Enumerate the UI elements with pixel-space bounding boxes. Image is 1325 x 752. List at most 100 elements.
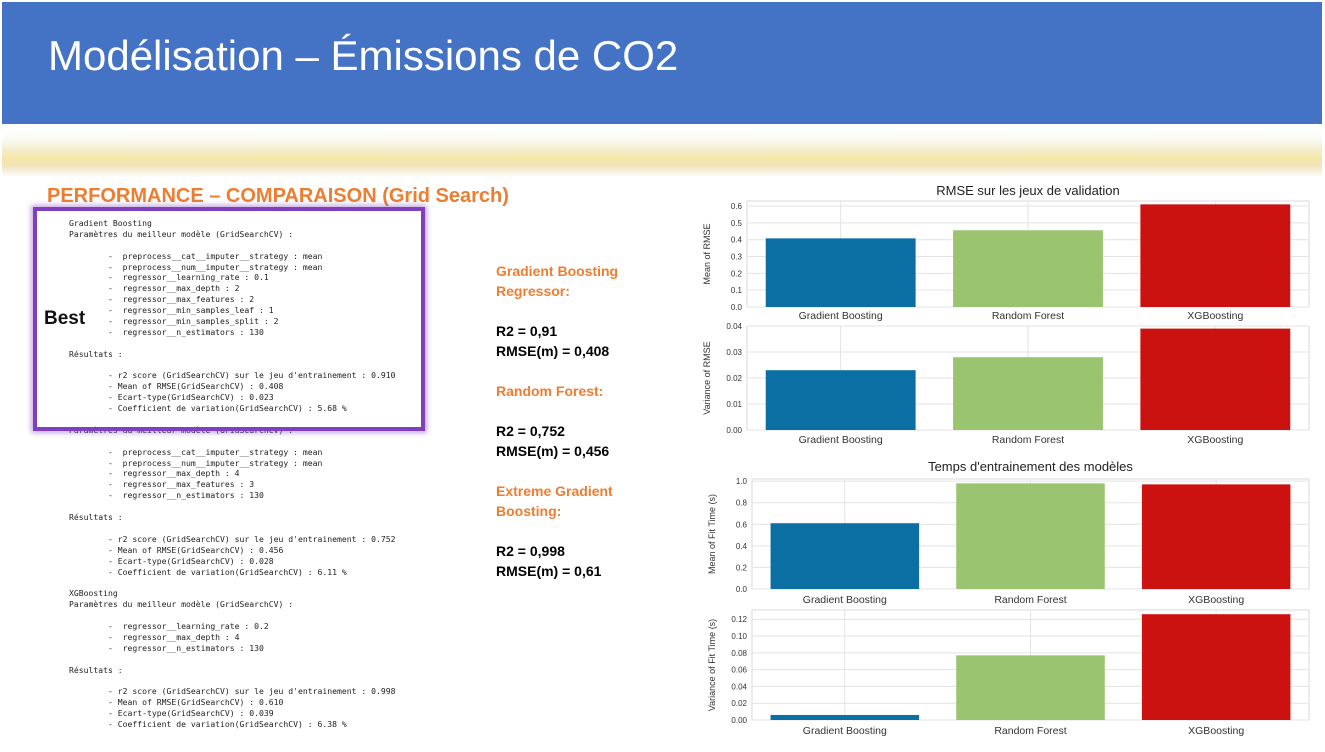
code-line: Paramètres du meilleur modèle (GridSearc… <box>69 228 294 239</box>
x-tick-label: XGBoosting <box>1187 310 1243 322</box>
section-title: PERFORMANCE – COMPARAISON (Grid Search) <box>47 185 509 207</box>
bar <box>1140 204 1291 307</box>
y-tick-label: 0.6 <box>736 520 748 529</box>
code-line <box>69 501 469 512</box>
y-tick-label: 0.8 <box>736 499 748 508</box>
y-tick-label: 0.08 <box>731 649 747 658</box>
y-tick-label: 1.0 <box>736 477 748 486</box>
x-tick-label: Gradient Boosting <box>799 310 883 322</box>
x-tick-label: Random Forest <box>992 434 1064 446</box>
code-line: - Ecart-type(GridSearchCV) : 0.023 <box>69 392 274 403</box>
xgb-rmse: RMSE(m) = 0,61 <box>496 563 602 579</box>
code-line: - regressor__max_features : 3 <box>69 479 255 490</box>
y-tick-label: 0.2 <box>731 269 743 278</box>
bar <box>765 238 916 307</box>
bar <box>953 230 1103 307</box>
code-line: - Ecart-type(GridSearchCV) : 0.039 <box>69 708 274 719</box>
y-tick-label: 0.3 <box>731 253 743 262</box>
x-tick-label: Gradient Boosting <box>803 594 887 606</box>
y-tick-label: 0.00 <box>726 426 742 435</box>
bar <box>956 655 1105 720</box>
code-line: - Ecart-type(GridSearchCV) : 0.028 <box>69 555 274 566</box>
gb-r2: R2 = 0,91 <box>496 323 558 339</box>
bar <box>765 370 916 430</box>
y-tick-label: 0.0 <box>736 585 748 594</box>
code-line <box>69 523 469 534</box>
chart-title: RMSE sur les jeux de validation <box>936 183 1120 198</box>
code-line: - Mean of RMSE(GridSearchCV) : 0.610 <box>69 697 284 708</box>
y-tick-label: 0.6 <box>731 202 743 211</box>
y-tick-label: 0.5 <box>731 219 743 228</box>
y-tick-label: 0.04 <box>731 682 747 691</box>
y-tick-label: 0.4 <box>731 236 743 245</box>
code-line: - regressor__n_estimators : 130 <box>69 326 264 337</box>
code-line: - regressor__max_depth : 4 <box>69 631 240 642</box>
code-line: - regressor__max_depth : 4 <box>69 468 240 479</box>
x-tick-label: XGBoosting <box>1188 725 1244 737</box>
x-tick-label: Gradient Boosting <box>799 434 883 446</box>
bar <box>770 714 920 720</box>
code-line: - Coefficient de variation(GridSearchCV)… <box>69 718 347 729</box>
rf-rmse: RMSE(m) = 0,456 <box>496 443 610 459</box>
y-tick-label: 0.04 <box>726 322 742 331</box>
code-line <box>69 577 469 588</box>
slide-title: Modélisation – Émissions de CO2 <box>48 32 679 79</box>
y-axis-label: Mean of RMSE <box>702 223 712 284</box>
bar <box>1141 484 1291 589</box>
gb-rmse: RMSE(m) = 0,408 <box>496 343 610 359</box>
y-tick-label: 0.10 <box>731 632 747 641</box>
y-axis-label: Variance of Fit Time (s) <box>707 619 717 711</box>
xgb-r2: R2 = 0,998 <box>496 543 565 559</box>
rf-r2: R2 = 0,752 <box>496 423 565 439</box>
code-line: - regressor__min_samples_leaf : 1 <box>69 305 274 316</box>
code-line <box>69 654 469 665</box>
y-tick-label: 0.03 <box>726 348 742 357</box>
x-tick-label: Random Forest <box>994 594 1066 606</box>
code-line: Résultats : <box>69 512 123 523</box>
y-axis-label: Mean of Fit Time (s) <box>707 494 717 574</box>
code-line: - Coefficient de variation(GridSearchCV)… <box>69 403 347 414</box>
x-tick-label: Random Forest <box>994 725 1066 737</box>
slide-title-bar: Modélisation – Émissions de CO2 <box>2 2 1322 124</box>
code-line: - r2 score (GridSearchCV) sur le jeu d'e… <box>69 370 396 381</box>
chart-title: Temps d'entrainement des modèles <box>928 459 1133 474</box>
xgb-heading: Extreme Gradient Boosting: <box>496 483 613 519</box>
y-tick-label: 0.2 <box>736 563 748 572</box>
code-line: - regressor__max_features : 2 <box>69 294 255 305</box>
code-line: - regressor__max_depth : 2 <box>69 283 240 294</box>
code-line <box>69 610 469 621</box>
code-line: - preprocess__cat__imputer__strategy : m… <box>69 446 323 457</box>
code-line: - preprocess__num__imputer__strategy : m… <box>69 457 323 468</box>
model-comparison-charts: 0.0 0.1 0.2 0.3 0.4 0.5 0.6 Gradient Boosting Ra… <box>702 183 1310 737</box>
bar <box>956 483 1105 589</box>
y-tick-label: 0.01 <box>726 400 742 409</box>
y-tick-label: 0.06 <box>731 666 747 675</box>
bar <box>1141 614 1291 720</box>
y-tick-label: 0.00 <box>731 716 747 725</box>
y-tick-label: 0.1 <box>731 286 743 295</box>
x-tick-label: Gradient Boosting <box>803 725 887 737</box>
code-line: - r2 score (GridSearchCV) sur le jeu d'e… <box>69 686 396 697</box>
code-line: Résultats : <box>69 664 123 675</box>
decorative-gradient-band <box>2 128 1322 176</box>
y-tick-label: 0.12 <box>731 615 747 624</box>
gb-heading: Gradient Boosting Regressor: <box>496 263 619 299</box>
y-tick-label: 0.02 <box>731 699 747 708</box>
code-line <box>69 436 469 447</box>
code-line: - regressor__learning_rate : 0.1 <box>69 272 269 283</box>
best-model-highlight <box>33 207 425 431</box>
bar <box>1140 328 1291 430</box>
x-tick-label: Random Forest <box>992 310 1064 322</box>
code-line: Paramètres du meilleur modèle (GridSearc… <box>69 599 294 610</box>
code-line: - r2 score (GridSearchCV) sur le jeu d'e… <box>69 533 396 544</box>
code-line: - regressor__n_estimators : 130 <box>69 490 264 501</box>
code-line: Résultats : <box>69 348 123 359</box>
code-line: - Coefficient de variation(GridSearchCV)… <box>69 566 347 577</box>
code-line: - Mean of RMSE(GridSearchCV) : 0.408 <box>69 381 284 392</box>
code-line: - preprocess__cat__imputer__strategy : m… <box>69 250 323 261</box>
rf-heading: Random Forest: <box>496 383 604 399</box>
code-line: Gradient Boosting <box>69 218 152 228</box>
code-line: - Mean of RMSE(GridSearchCV) : 0.456 <box>69 544 284 555</box>
code-line: XGBoosting <box>69 588 118 599</box>
code-line: - preprocess__num__imputer__strategy : m… <box>69 261 323 272</box>
